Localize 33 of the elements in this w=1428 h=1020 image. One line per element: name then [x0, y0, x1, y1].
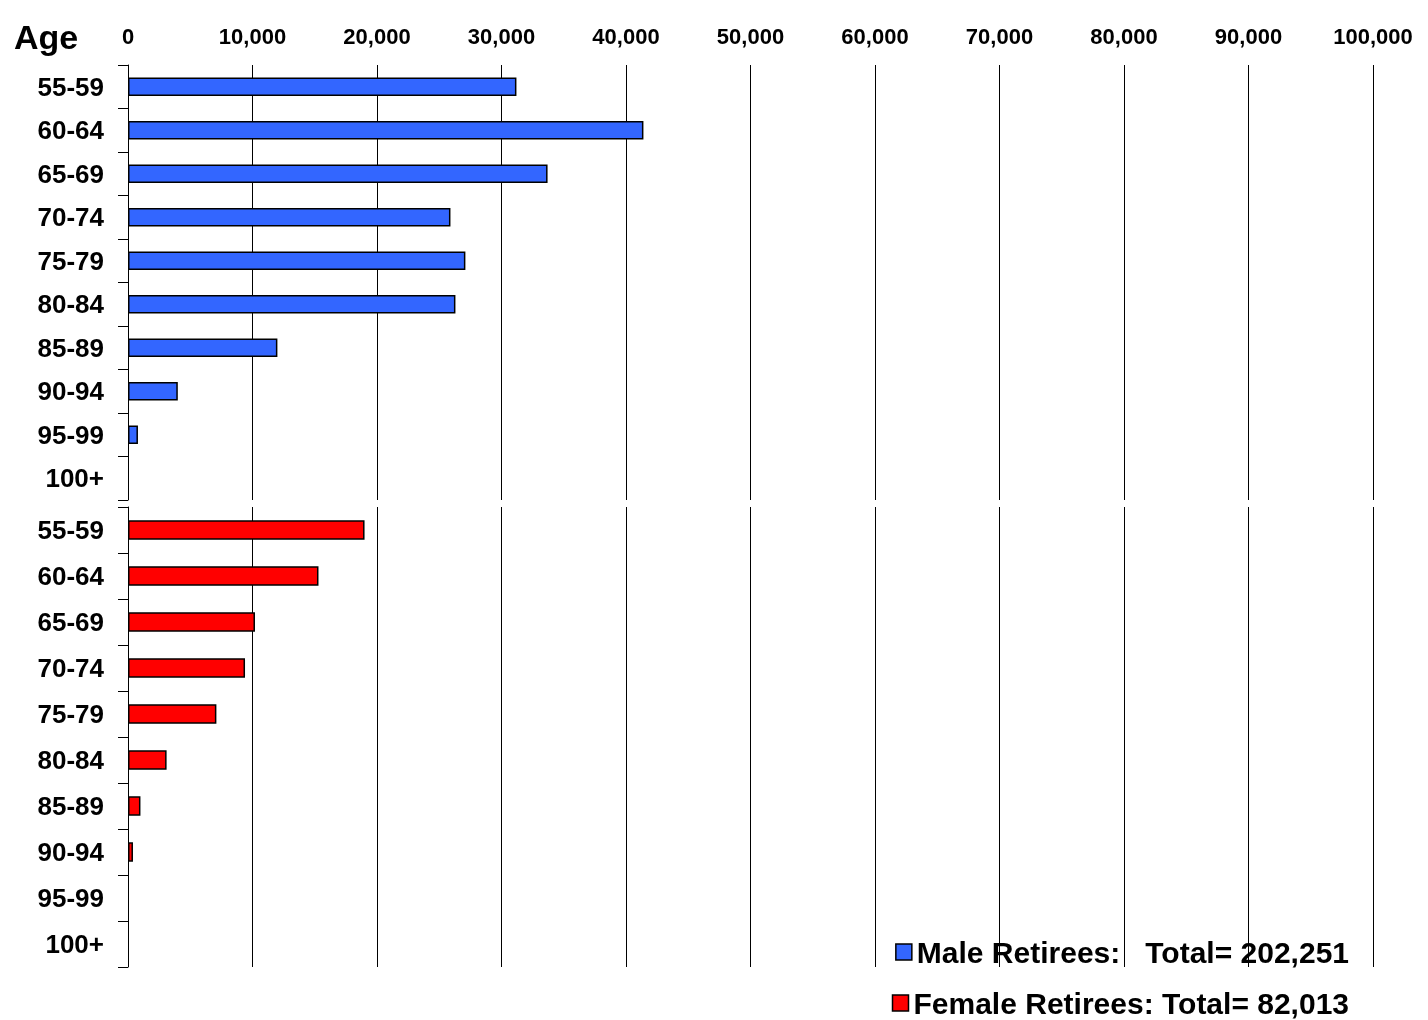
x-tick-label: 20,000	[343, 23, 411, 49]
y-axis-title: Age	[14, 18, 79, 56]
y-tick-label: 60-64	[37, 115, 105, 146]
x-tick-label: 50,000	[716, 23, 785, 49]
y-tick-label: 55-59	[37, 71, 104, 102]
x-tick-label: 100,000	[1333, 23, 1413, 49]
x-tick-label: 40,000	[592, 23, 660, 49]
y-tick-label: 75-79	[37, 699, 104, 729]
legend-label: Female Retirees: Total= 82,013	[913, 986, 1349, 1020]
y-tick-label: 65-69	[37, 158, 104, 189]
y-tick-label: 100+	[45, 929, 104, 959]
x-tick-label: 10,000	[218, 23, 287, 49]
y-tick-label: 60-64	[37, 561, 105, 591]
y-tick-label: 65-69	[37, 607, 104, 637]
y-tick-label: 80-84	[37, 745, 105, 775]
y-tick-label: 85-89	[37, 791, 104, 821]
y-tick-label: 85-89	[37, 332, 104, 363]
y-tick-label: 80-84	[37, 289, 105, 320]
x-tick-label: 80,000	[1090, 23, 1158, 49]
y-tick-label: 100+	[45, 463, 104, 494]
y-tick-label: 90-94	[37, 837, 105, 867]
y-tick-label: 70-74	[37, 653, 105, 683]
x-tick-label: 90,000	[1214, 23, 1283, 49]
y-tick-label: 95-99	[37, 883, 104, 913]
x-tick-label: 70,000	[965, 23, 1034, 49]
x-tick-label: 30,000	[467, 23, 536, 49]
y-tick-label: 55-59	[37, 515, 104, 545]
x-tick-label: 0	[121, 23, 135, 49]
y-tick-label: 95-99	[37, 419, 104, 450]
y-tick-label: 70-74	[37, 202, 105, 233]
x-tick-label: 60,000	[841, 23, 909, 49]
y-tick-label: 75-79	[37, 245, 104, 276]
y-tick-label: 90-94	[37, 376, 105, 407]
